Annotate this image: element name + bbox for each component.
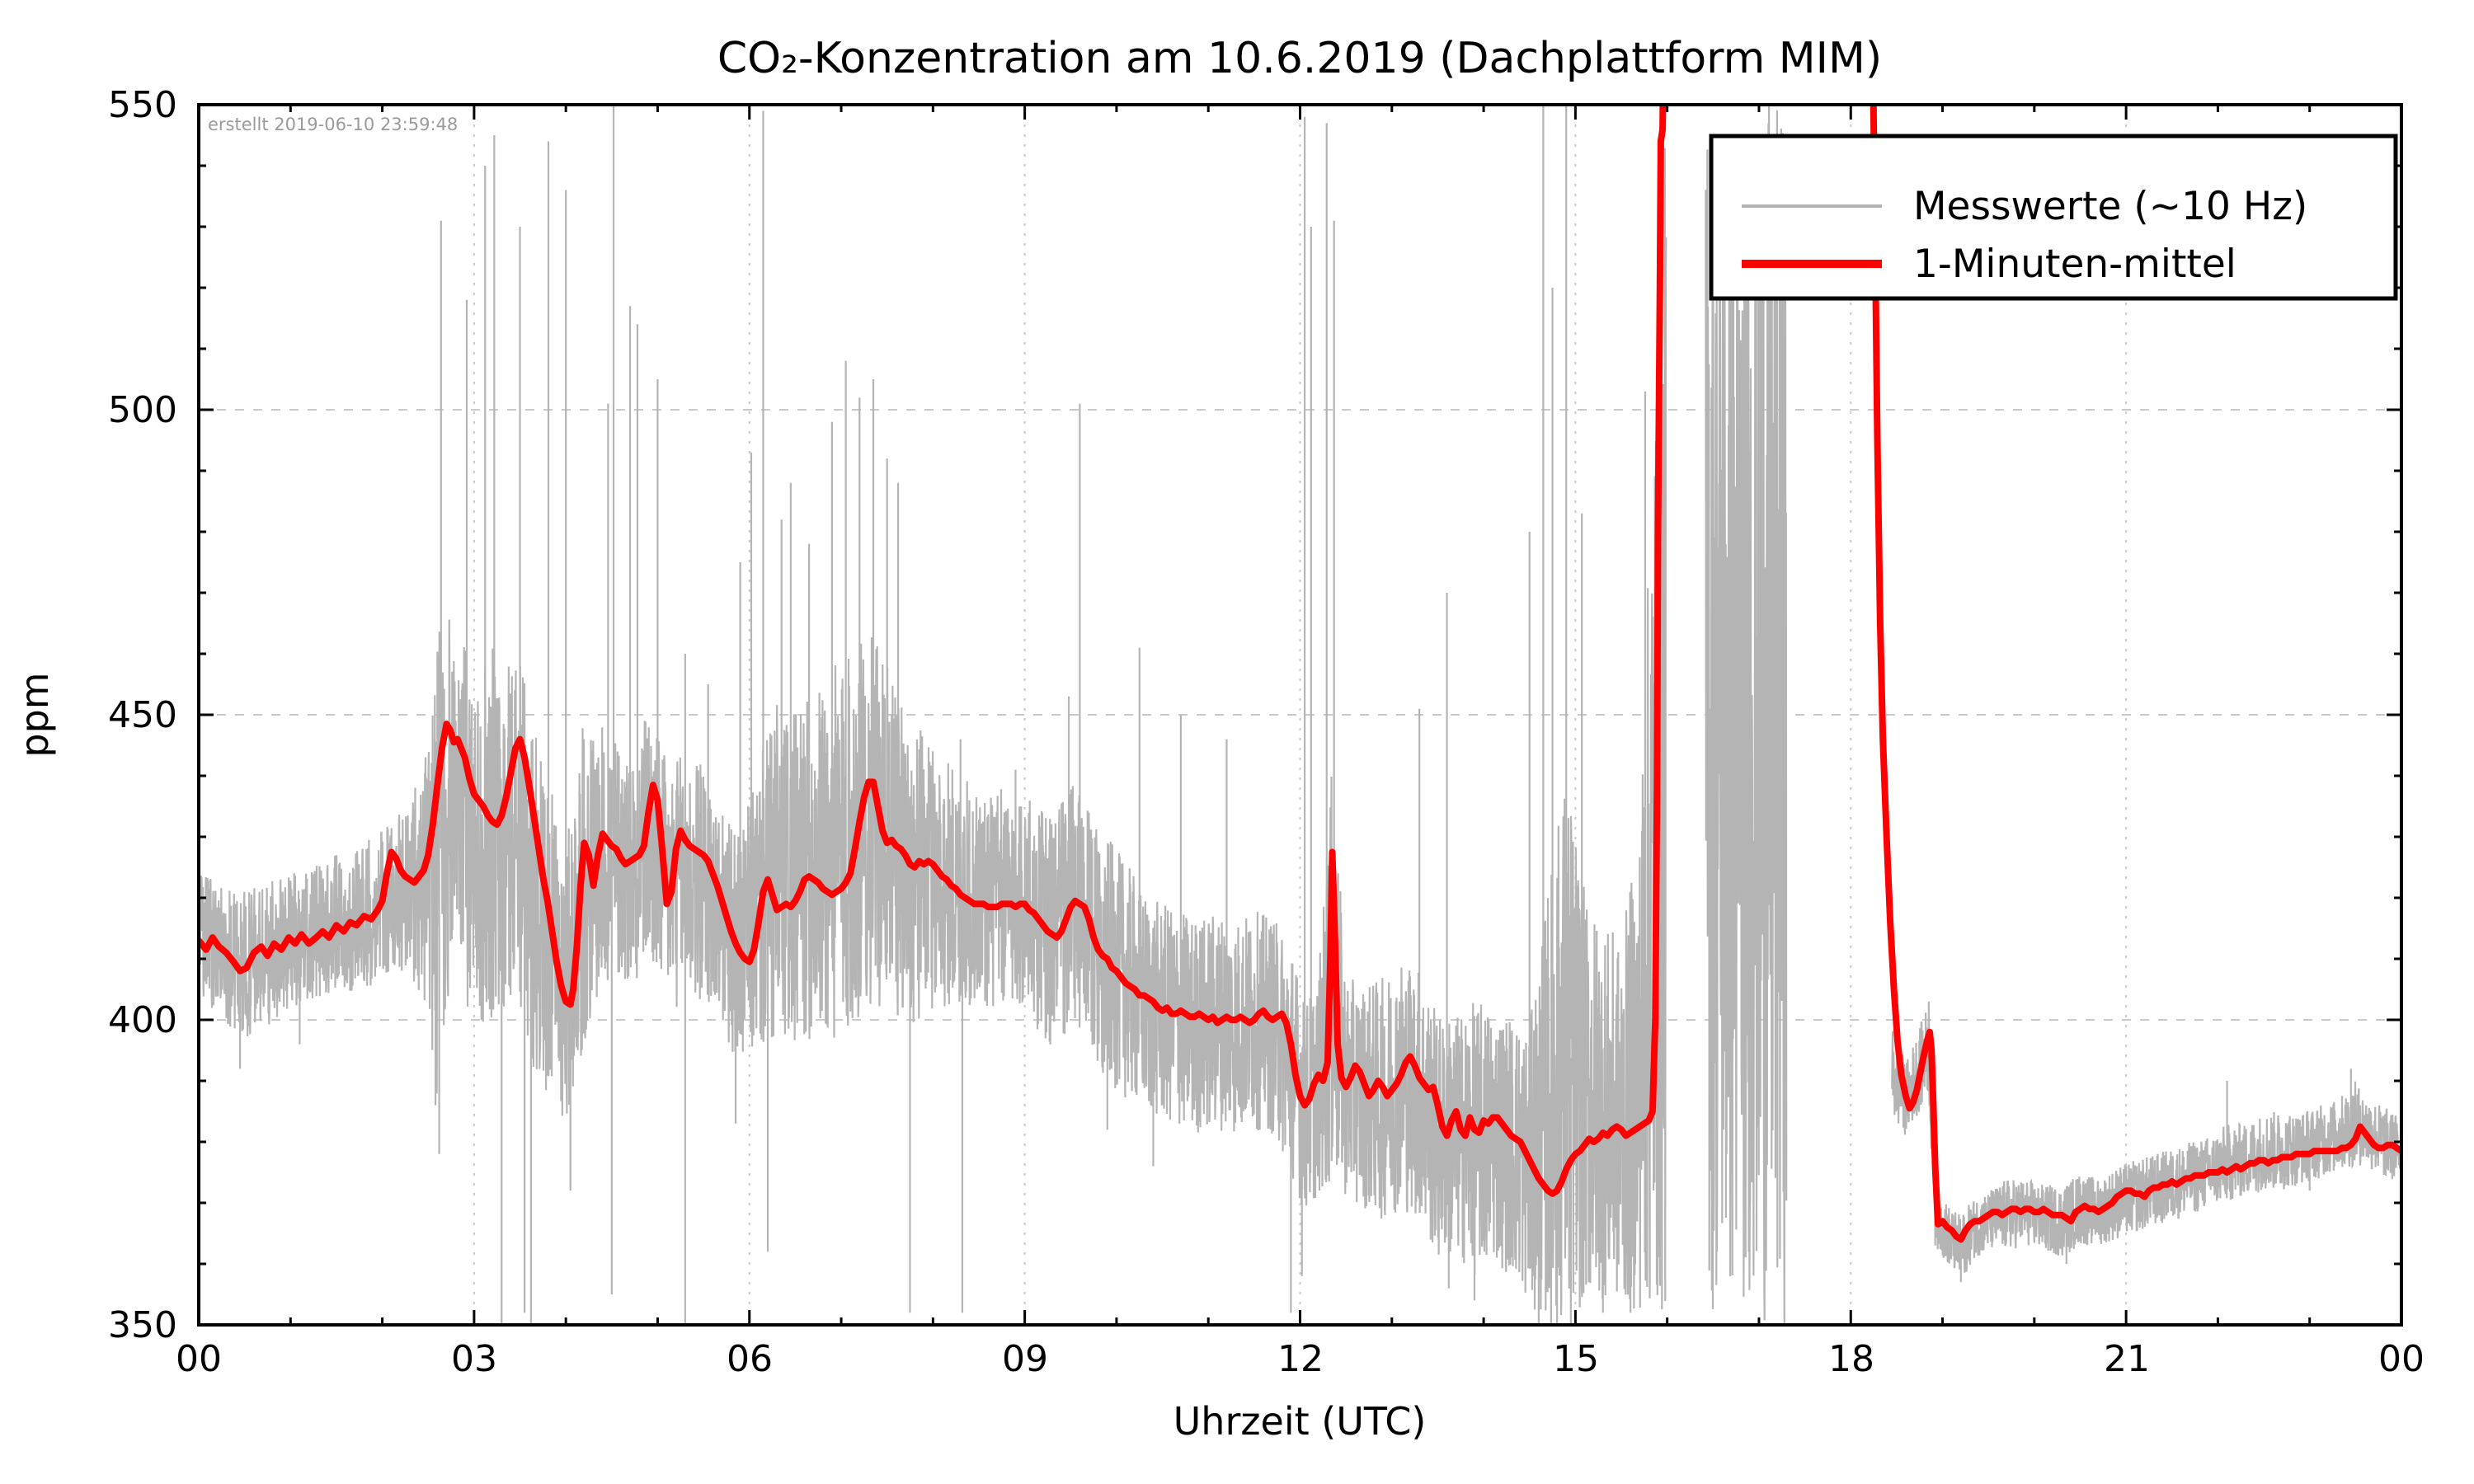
x-tick-24: 00 [2378, 1338, 2425, 1380]
created-timestamp: erstellt 2019-06-10 23:59:48 [208, 115, 458, 134]
messwerte-10hz-line [199, 105, 2401, 1325]
legend-box [1709, 134, 2398, 301]
x-tick-00: 00 [176, 1338, 222, 1380]
legend-label-messwerte: Messwerte (~10 Hz) [1913, 184, 2307, 229]
messwerte-noise-segment [199, 148, 1667, 1324]
messwerte-noise-segment [1891, 1012, 2401, 1273]
one-minute-mean-path [199, 105, 2401, 1243]
x-tick-18: 18 [1828, 1338, 1874, 1380]
x-tick-12: 12 [1277, 1338, 1324, 1380]
x-tick-09: 09 [1002, 1338, 1048, 1380]
one-minute-mean-line [199, 105, 2401, 1243]
x-tick-21: 21 [2104, 1338, 2150, 1380]
legend: Messwerte (~10 Hz) 1-Minuten-mittel [1709, 134, 2398, 301]
x-axis-label: Uhrzeit (UTC) [1174, 1399, 1427, 1444]
messwerte-noise-segment [1705, 106, 1788, 1324]
y-axis-label: ppm [12, 672, 57, 757]
x-tick-03: 03 [451, 1338, 497, 1380]
y-tick-350: 350 [108, 1304, 177, 1346]
y-tick-400: 400 [108, 999, 177, 1041]
y-tick-500: 500 [108, 389, 177, 431]
y-tick-450: 450 [108, 694, 177, 736]
x-tick-06: 06 [727, 1338, 773, 1380]
x-tick-15: 15 [1553, 1338, 1599, 1380]
y-tick-550: 550 [108, 84, 177, 126]
tick-labels: 350 400 450 500 550 00 03 06 09 12 15 18… [108, 84, 2425, 1380]
legend-label-minuten-mittel: 1-Minuten-mittel [1913, 242, 2236, 287]
chart-title: CO₂-Konzentration am 10.6.2019 (Dachplat… [717, 34, 1882, 83]
